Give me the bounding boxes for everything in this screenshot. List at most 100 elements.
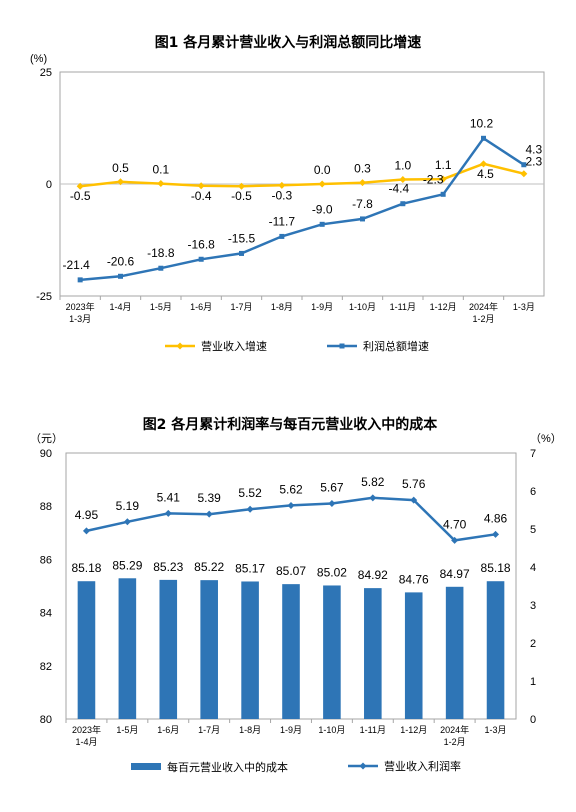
chart1-point-profit: [319, 221, 325, 227]
chart2-y-tick-right: 6: [530, 486, 536, 498]
chart1-legend-label: 营业收入增速: [201, 339, 267, 353]
chart1-x-tick-label: 1-11月: [390, 302, 416, 312]
chart2-bar: [404, 592, 423, 719]
chart2-bar: [282, 584, 300, 719]
chart1-data-label: 0.3: [354, 162, 371, 176]
chart1-x-ticks: 2023年 1-3月 1-4月 1-5月 1-6月 1-7月 1-8月 1-9月 1-10月 1-…: [59, 296, 535, 324]
chart2-line-point: [492, 530, 500, 538]
chart2-line-label: 5.52: [238, 486, 262, 500]
chart2-line-label: 5.76: [402, 477, 426, 491]
chart2-x-tick-label: 1-5月: [116, 725, 138, 735]
chart2-y-tick-left: 84: [40, 608, 52, 620]
chart1-x-tick-label: 1-12月: [430, 302, 457, 312]
chart2-line-point: [369, 494, 377, 502]
chart1-data-labels: -0.5 0.5 0.1 -0.4 -0.5 -0.3 0.0 0.3 1.0 1.1 4.5 2.3…: [62, 116, 542, 272]
chart2-y-tick-left: 82: [40, 661, 52, 673]
chart1-series-line-1: [80, 136, 525, 282]
chart2-y-ticks-left: 80 82 84 86 88 90: [40, 448, 52, 726]
chart1-data-label: 0.0: [314, 163, 331, 177]
chart1-data-label: -0.3: [271, 188, 292, 202]
chart1-data-label: -15.5: [228, 231, 256, 245]
chart1: 图1 各月累计营业收入与利润总额同比增速 (%) 25 0 -25 2023年 1-3…: [30, 34, 545, 353]
chart1-y-tick: 0: [46, 179, 52, 191]
chart2-line-point: [410, 496, 418, 504]
chart1-x-tick-label: 1-9月: [311, 302, 333, 312]
chart1-point-profit: [118, 273, 123, 279]
chart2-bar: [241, 581, 259, 719]
chart2-x-tick-label: 1-9月: [280, 725, 302, 735]
chart2-x-ticks: 2023年 1-4月 1-5月 1-6月 1-7月 1-8月 1-9月 1-10月 1-11月 1…: [65, 719, 507, 747]
chart1-data-label: 1.1: [435, 158, 452, 172]
chart1-point-profit: [521, 162, 527, 168]
chart2-x-tick-label: 1-12月: [400, 725, 427, 735]
chart2-bar-label: 85.02: [317, 565, 347, 579]
chart2-bar-label: 84.92: [358, 568, 388, 582]
chart1-point-revenue: [117, 178, 124, 186]
chart2-line-label: 4.86: [484, 511, 508, 525]
chart2-bar: [118, 578, 137, 719]
chart1-data-label: -2.3: [423, 172, 444, 186]
chart1-x-tick-label: 1-2月: [472, 314, 494, 324]
chart2-bar: [159, 579, 178, 719]
chart2-unit-left: （元）: [30, 432, 63, 445]
chart1-title: 图1 各月累计营业收入与利润总额同比增速: [155, 34, 422, 51]
chart1-y-tick: -25: [36, 291, 52, 303]
chart1-data-label: 10.2: [470, 116, 494, 130]
chart2: 图2 各月累计利润率与每百元营业收入中的成本 （元） （%） 80 82 84 86 8…: [30, 416, 562, 774]
chart2-bar-label: 85.23: [153, 560, 183, 574]
chart2-line-point: [287, 501, 295, 509]
chart2-legend-label-line: 营业收入利润率: [384, 759, 461, 773]
chart2-y-tick-right: 4: [530, 562, 536, 574]
chart2-line-point: [451, 536, 459, 544]
chart2-line-point: [82, 527, 90, 535]
chart2-title: 图2 各月累计利润率与每百元营业收入中的成本: [143, 416, 439, 433]
chart1-point-revenue: [197, 182, 205, 190]
chart1-data-label: 2.3: [525, 155, 542, 169]
chart2-y-tick-right: 5: [530, 524, 536, 536]
chart1-x-tick-label: 1-5月: [150, 302, 172, 312]
chart2-x-tick-label: 1-10月: [318, 725, 345, 735]
chart2-bar-label: 84.76: [399, 572, 429, 586]
chart2-line-label: 5.62: [279, 482, 303, 496]
chart1-point-profit: [158, 265, 164, 271]
chart2-line-label: 5.39: [198, 491, 222, 505]
chart1-data-label: -0.5: [70, 189, 91, 203]
chart1-point-profit: [360, 216, 365, 222]
chart1-data-label: -4.4: [388, 182, 409, 196]
chart2-line-point: [328, 500, 336, 508]
chart1-point-profit: [198, 256, 204, 262]
chart2-line-label: 5.19: [116, 499, 140, 513]
chart2-x-tick-label: 1-6月: [157, 725, 179, 735]
chart2-bar: [200, 580, 218, 719]
chart2-y-tick-right: 2: [530, 638, 536, 650]
chart1-point-profit: [400, 201, 406, 207]
chart2-bar-label: 85.29: [112, 558, 142, 572]
chart1-x-tick-label: 1-7月: [230, 302, 252, 312]
chart2-y-tick-right: 0: [530, 714, 536, 726]
chart2-unit-right: （%）: [530, 432, 562, 445]
chart1-point-revenue: [238, 182, 245, 190]
chart2-y-tick-left: 86: [40, 554, 52, 566]
chart1-data-label: 0.1: [152, 163, 169, 177]
chart1-point-revenue: [318, 180, 326, 188]
chart1-x-tick-label: 1-3月: [69, 314, 91, 324]
chart1-point-revenue: [157, 180, 165, 188]
chart1-point-revenue: [359, 179, 366, 187]
chart2-bar: [486, 581, 505, 719]
chart1-data-label: 1.0: [394, 159, 411, 173]
chart2-y-tick-right: 1: [530, 676, 536, 688]
chart1-point-revenue: [76, 182, 84, 190]
chart1-legend-marker: [176, 342, 184, 350]
chart2-x-tick-label: 2023年: [72, 724, 101, 735]
chart2-bar-label: 85.07: [276, 564, 306, 578]
chart1-point-profit: [239, 250, 244, 256]
chart2-y-tick-left: 80: [40, 714, 52, 726]
chart2-legend-marker: [359, 762, 367, 770]
chart2-bar-label: 84.97: [440, 567, 470, 581]
chart1-point-profit: [77, 277, 83, 283]
chart1-series-line-0: [80, 162, 525, 188]
chart2-y-ticks-right: 0 1 2 3 4 5 6 7: [530, 448, 536, 726]
chart1-data-label: -21.4: [62, 258, 90, 272]
chart1-point-profit: [440, 191, 446, 197]
